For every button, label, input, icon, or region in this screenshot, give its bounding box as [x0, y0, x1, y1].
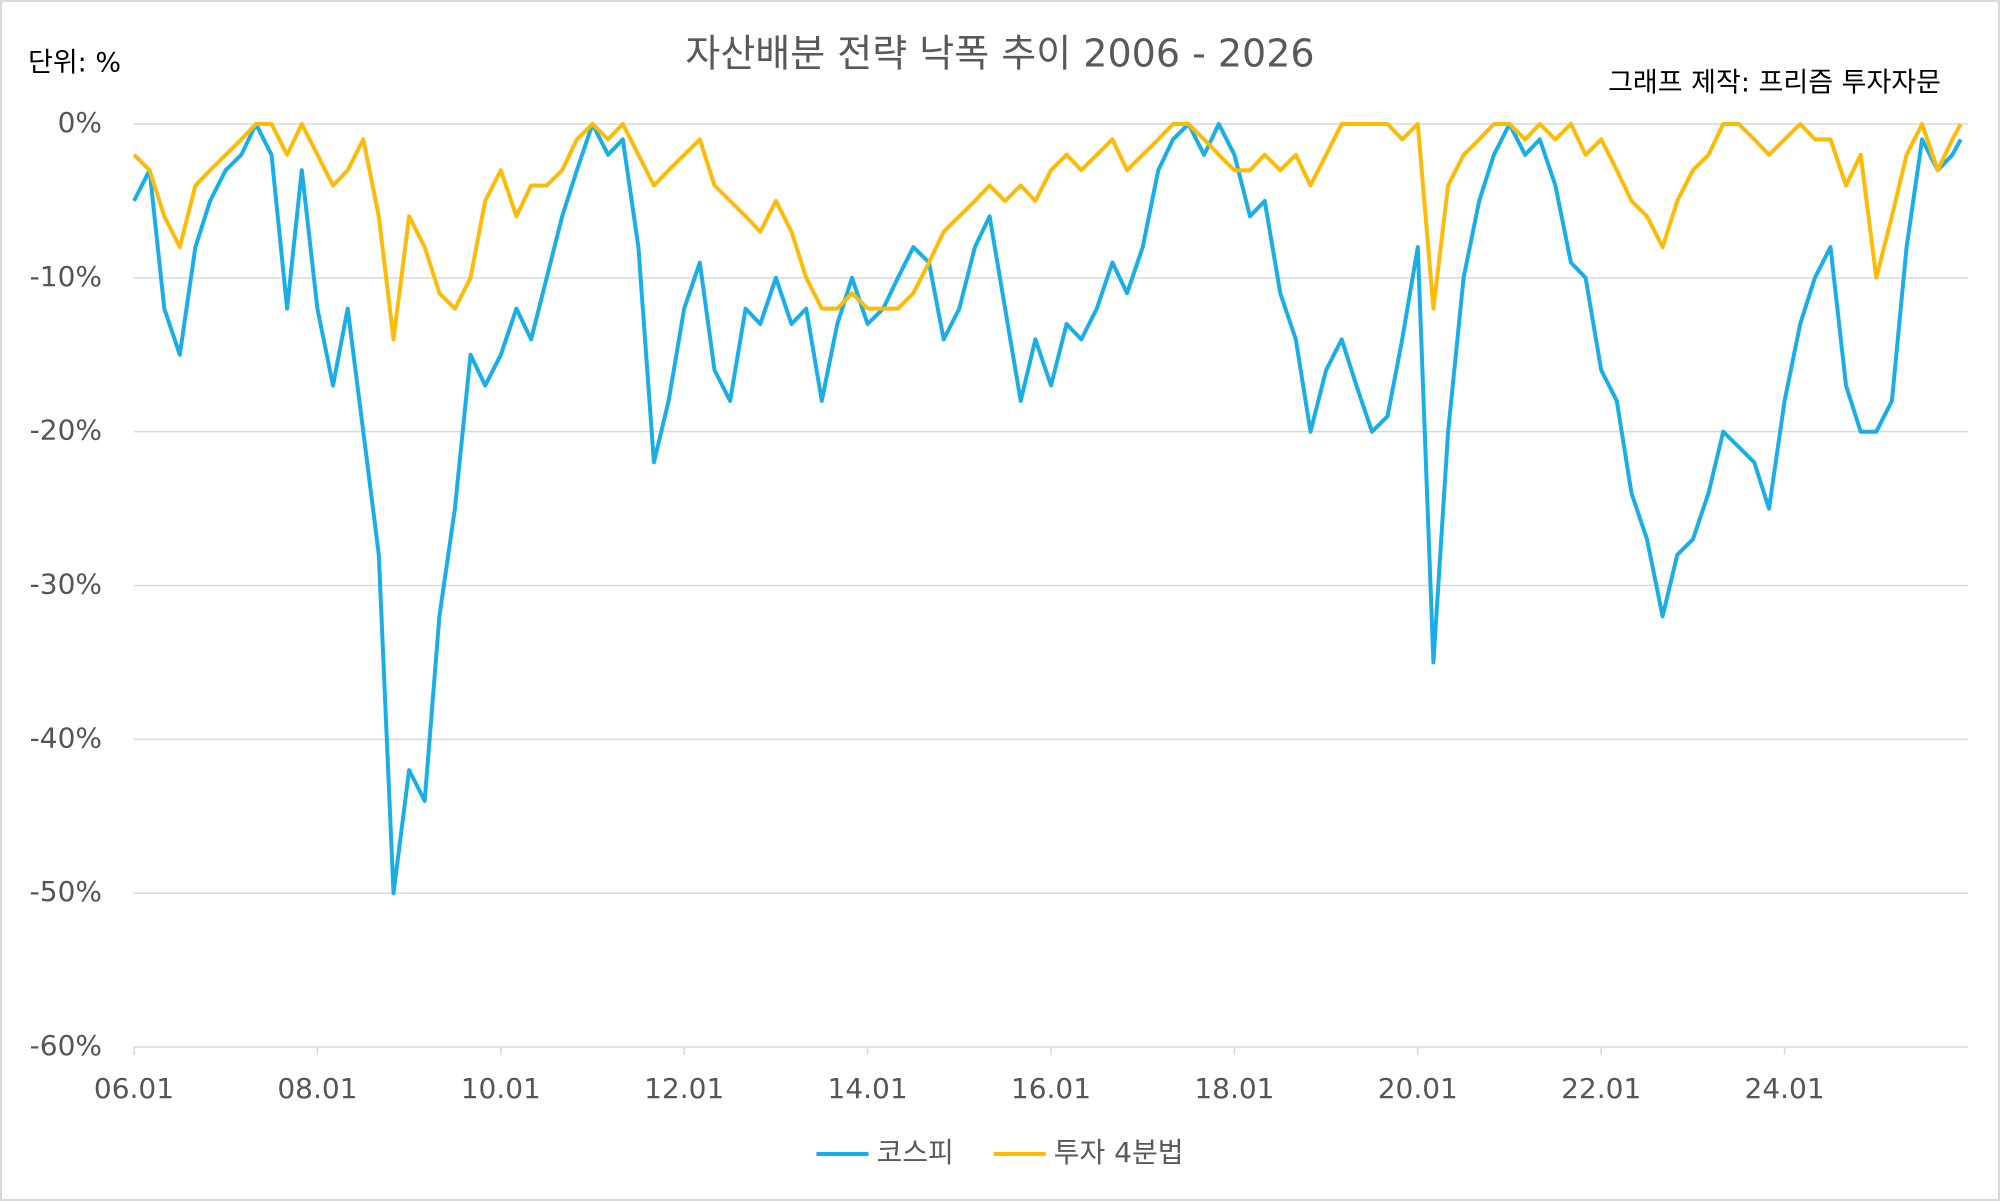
legend-label: 투자 4분법: [1054, 1136, 1184, 1169]
series-line: [132, 122, 1963, 342]
y-tick-label: -20%: [30, 414, 102, 447]
unit-label: 단위: %: [28, 48, 121, 79]
x-tick-label: 08.01: [277, 1072, 357, 1105]
y-tick-label: -30%: [30, 568, 102, 601]
series-line: [132, 122, 1963, 896]
x-tick-label: 22.01: [1561, 1072, 1641, 1105]
x-tick-label: 16.01: [1011, 1072, 1091, 1105]
y-tick-label: -60%: [30, 1029, 102, 1062]
x-tick-label: 18.01: [1194, 1072, 1274, 1105]
x-tick-label: 20.01: [1378, 1072, 1458, 1105]
chart-title: 자산배분 전략 낙폭 추이 2006 - 2026: [685, 32, 1314, 76]
legend-label: 코스피: [876, 1136, 953, 1169]
y-tick-label: -40%: [30, 721, 102, 754]
x-tick-label: 06.01: [94, 1072, 174, 1105]
y-tick-label: -50%: [30, 875, 102, 908]
x-tick-label: 24.01: [1745, 1072, 1825, 1105]
credit: 그래프 제작: 프리즘 투자자문: [1608, 68, 1941, 99]
x-tick-label: 14.01: [828, 1072, 908, 1105]
y-tick-label: 0%: [58, 106, 102, 139]
x-tick-label: 12.01: [644, 1072, 724, 1105]
y-tick-label: -10%: [30, 260, 102, 293]
x-tick-label: 10.01: [461, 1072, 541, 1105]
